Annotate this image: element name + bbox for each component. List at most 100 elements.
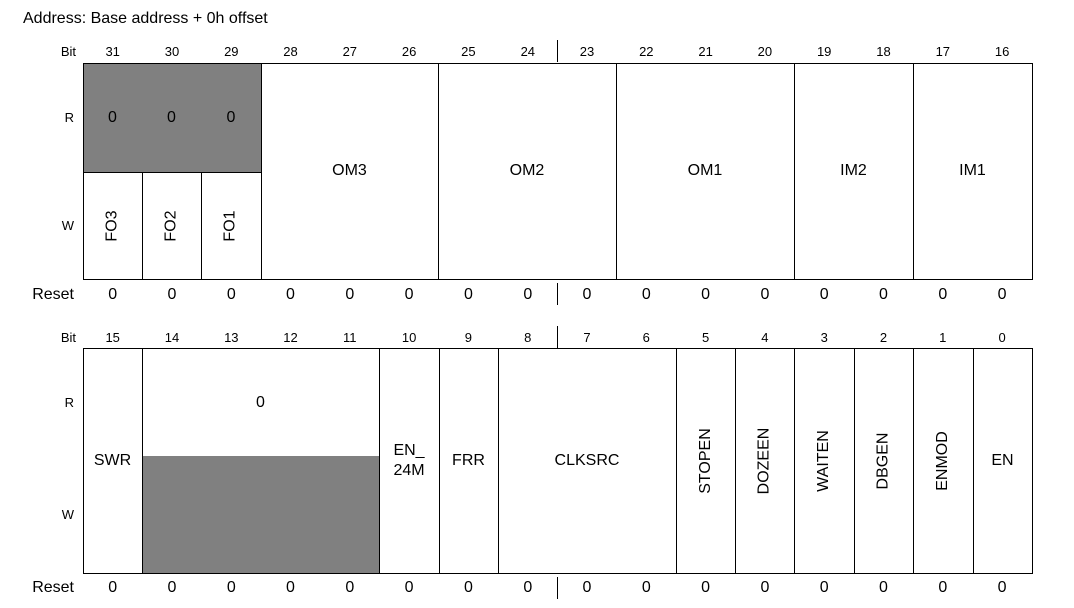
- waiten-label: WAITEN: [815, 430, 832, 492]
- dozeen-field: DOZEEN: [735, 349, 794, 573]
- reset-value: 0: [523, 286, 533, 303]
- reset-value: 0: [760, 286, 770, 303]
- reset-label: Reset: [32, 286, 74, 303]
- byte-separator-tick: [557, 326, 558, 348]
- divider: [142, 172, 143, 279]
- divider: [142, 348, 143, 573]
- bit-label: Bit: [60, 44, 76, 59]
- swr-field: SWR: [83, 349, 142, 573]
- im2-label: IM2: [840, 162, 867, 179]
- bit30-read-cell: 0: [142, 63, 201, 172]
- reset-value: 0: [167, 579, 177, 596]
- reset-value: 0: [286, 579, 295, 596]
- reset-value: 0: [938, 579, 948, 596]
- divider: [439, 348, 440, 573]
- clksrc-label: CLKSRC: [554, 452, 620, 469]
- reset-value: 0: [701, 579, 711, 596]
- fo1-label: FO1: [222, 209, 239, 242]
- im1-field: IM1: [913, 63, 1032, 279]
- divider: [794, 63, 795, 279]
- bit-label: Bit: [60, 330, 76, 345]
- stopen-field: STOPEN: [676, 349, 735, 573]
- lower-left-border: [83, 348, 84, 574]
- upper-rw-divider: [83, 172, 261, 173]
- divider: [261, 63, 262, 279]
- en-24m-label: EN_ 24M: [393, 442, 425, 479]
- divider: [676, 348, 677, 573]
- divider: [854, 348, 855, 573]
- bit-number: 19: [816, 44, 832, 59]
- upper-bottom-border: [83, 279, 1032, 280]
- divider: [498, 348, 499, 573]
- write-label: W: [61, 218, 74, 233]
- stopen-label: STOPEN: [696, 428, 714, 494]
- bit-number: 4: [761, 330, 769, 345]
- reserved-read-value: 0: [256, 393, 265, 411]
- upper-left-border: [83, 63, 84, 280]
- swr-label: SWR: [93, 452, 132, 469]
- reset-value: 0: [641, 579, 651, 596]
- bit-number: 8: [524, 330, 532, 345]
- om2-field: OM2: [438, 63, 616, 279]
- reset-value: 0: [760, 579, 770, 596]
- fo1-field: FO1: [201, 172, 261, 279]
- en-label: EN: [991, 452, 1014, 469]
- bit-number: 21: [698, 44, 713, 59]
- om2-label: OM2: [509, 162, 545, 179]
- reset-value: 0: [404, 286, 414, 303]
- bit-number: 28: [283, 44, 298, 59]
- reset-value: 0: [226, 286, 236, 303]
- reset-value: 0: [226, 579, 236, 596]
- bit-number: 12: [283, 330, 298, 345]
- reset-value: 0: [819, 579, 829, 596]
- read-label: R: [64, 395, 74, 410]
- bit31-read-value: 0: [108, 108, 117, 126]
- bit29-read-value: 0: [226, 108, 236, 126]
- bit-number: 15: [105, 330, 120, 345]
- divider: [735, 348, 736, 573]
- bit-number: 26: [401, 44, 417, 59]
- bit-number: 16: [994, 44, 1010, 59]
- en-field: EN: [973, 349, 1032, 573]
- reset-value: 0: [819, 286, 829, 303]
- byte-separator-tick: [557, 40, 558, 62]
- bit-number: 1: [939, 330, 947, 345]
- reset-value: 0: [345, 286, 355, 303]
- divider: [913, 63, 914, 279]
- reserved-read-cell: 0: [142, 349, 379, 456]
- bit-number: 20: [757, 44, 773, 59]
- address-title: Address: Base address + 0h offset: [23, 10, 268, 27]
- fo3-field: FO3: [83, 172, 142, 279]
- reset-value: 0: [582, 579, 592, 596]
- lower-top-border: [83, 348, 1032, 349]
- bit-number: 30: [164, 44, 180, 59]
- bit-number: 13: [224, 330, 239, 345]
- bit-number: 2: [879, 330, 888, 345]
- bit-number: 5: [701, 330, 710, 345]
- reset-value: 0: [997, 286, 1007, 303]
- bit-number: 17: [935, 44, 951, 59]
- reset-value: 0: [345, 579, 355, 596]
- reset-label: Reset: [32, 579, 74, 596]
- fo2-field: FO2: [142, 172, 201, 279]
- reset-value: 0: [463, 286, 473, 303]
- reset-value: 0: [938, 286, 948, 303]
- bit-number: 23: [579, 44, 595, 59]
- reset-value: 0: [167, 286, 177, 303]
- bit-number: 14: [164, 330, 180, 345]
- reset-value: 0: [286, 286, 295, 303]
- reserved-write-cell: [142, 456, 379, 573]
- lower-right-border: [1032, 348, 1033, 574]
- im1-label: IM1: [959, 162, 986, 179]
- write-label: W: [61, 507, 74, 522]
- bit-number: 18: [876, 44, 891, 59]
- byte-separator-tick: [557, 577, 558, 599]
- om1-field: OM1: [616, 63, 794, 279]
- bit-number: 9: [464, 330, 472, 345]
- dbgen-label: DBGEN: [874, 432, 892, 490]
- reset-value: 0: [463, 579, 473, 596]
- frr-label: FRR: [452, 452, 485, 469]
- reset-value: 0: [523, 579, 533, 596]
- read-label: R: [64, 110, 74, 125]
- lower-bottom-border: [83, 573, 1032, 574]
